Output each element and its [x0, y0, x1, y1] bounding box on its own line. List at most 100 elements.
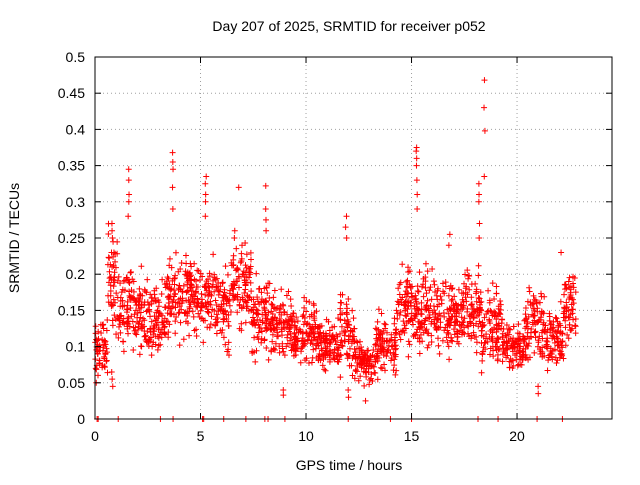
data-point [185, 297, 192, 304]
data-point [178, 260, 185, 267]
data-point [266, 280, 273, 287]
data-point [341, 332, 348, 339]
data-point [476, 301, 483, 308]
data-point [264, 290, 271, 297]
data-point-outlier [475, 198, 482, 205]
data-point [471, 334, 478, 341]
data-point [267, 321, 274, 328]
data-point [205, 280, 212, 287]
data-point [497, 297, 504, 304]
data-point [123, 309, 130, 316]
data-point-outlier [92, 365, 99, 372]
data-point [92, 323, 99, 330]
data-point [204, 308, 211, 315]
data-point [115, 273, 122, 280]
data-point [303, 329, 310, 336]
data-point-outlier [202, 191, 209, 198]
data-point [253, 310, 260, 317]
data-point [144, 339, 151, 346]
data-point [197, 307, 204, 314]
data-point [548, 321, 555, 328]
data-point [307, 340, 314, 347]
x-axis-label: GPS time / hours [296, 457, 403, 473]
data-point [385, 346, 392, 353]
data-point [519, 348, 526, 355]
y-tick-label: 0.05 [58, 375, 85, 391]
data-point [400, 301, 407, 308]
data-point [489, 280, 496, 287]
data-point [446, 305, 453, 312]
data-point [557, 351, 564, 358]
data-point [299, 313, 306, 320]
data-point [152, 298, 159, 305]
data-point [323, 348, 330, 355]
data-point [443, 334, 450, 341]
data-point [268, 348, 275, 355]
data-point [215, 303, 222, 310]
data-point [530, 300, 537, 307]
data-point [498, 320, 505, 327]
data-point [161, 281, 168, 288]
data-point-outlier [413, 177, 420, 184]
data-point [524, 298, 531, 305]
data-point [124, 323, 131, 330]
data-point [207, 298, 214, 305]
data-point [396, 291, 403, 298]
data-point [127, 269, 134, 276]
data-point [215, 279, 222, 286]
data-point [245, 268, 252, 275]
data-point [487, 320, 494, 327]
data-point-outlier [446, 231, 453, 238]
data-point [124, 315, 131, 322]
data-point-outlier [342, 224, 349, 231]
data-point [426, 314, 433, 321]
data-point [128, 313, 135, 320]
data-point [206, 273, 213, 280]
data-point [255, 329, 262, 336]
data-point [304, 336, 311, 343]
data-point [339, 291, 346, 298]
data-point [461, 280, 468, 287]
data-point [244, 292, 251, 299]
data-point [337, 352, 344, 359]
data-point [273, 317, 280, 324]
data-point [272, 340, 279, 347]
data-point [432, 311, 439, 318]
data-point [284, 311, 291, 318]
data-point [171, 281, 178, 288]
data-point [216, 288, 223, 295]
y-tick-label: 0.15 [58, 302, 85, 318]
data-point [430, 278, 437, 285]
data-point [270, 304, 277, 311]
data-point [296, 326, 303, 333]
data-point [103, 357, 110, 364]
data-point-outlier [558, 249, 565, 256]
data-point [227, 287, 234, 294]
data-point [570, 284, 577, 291]
data-point [187, 293, 194, 300]
data-point [170, 311, 177, 318]
data-point [506, 358, 513, 365]
data-point [549, 356, 556, 363]
data-point [110, 253, 117, 260]
data-point [271, 347, 278, 354]
data-point [109, 317, 116, 324]
data-point [138, 263, 145, 270]
data-point [547, 326, 554, 333]
data-point [147, 313, 154, 320]
data-point [255, 321, 262, 328]
data-point-outlier [231, 227, 238, 234]
data-point [136, 285, 143, 292]
data-point [224, 296, 231, 303]
data-point [96, 357, 103, 364]
data-point [450, 326, 457, 333]
data-point [280, 348, 287, 355]
data-point [409, 293, 416, 300]
data-point [406, 318, 413, 325]
data-point [99, 322, 106, 329]
data-point [418, 283, 425, 290]
data-point [291, 339, 298, 346]
data-point [320, 356, 327, 363]
data-point [110, 238, 117, 245]
data-point [412, 310, 419, 317]
